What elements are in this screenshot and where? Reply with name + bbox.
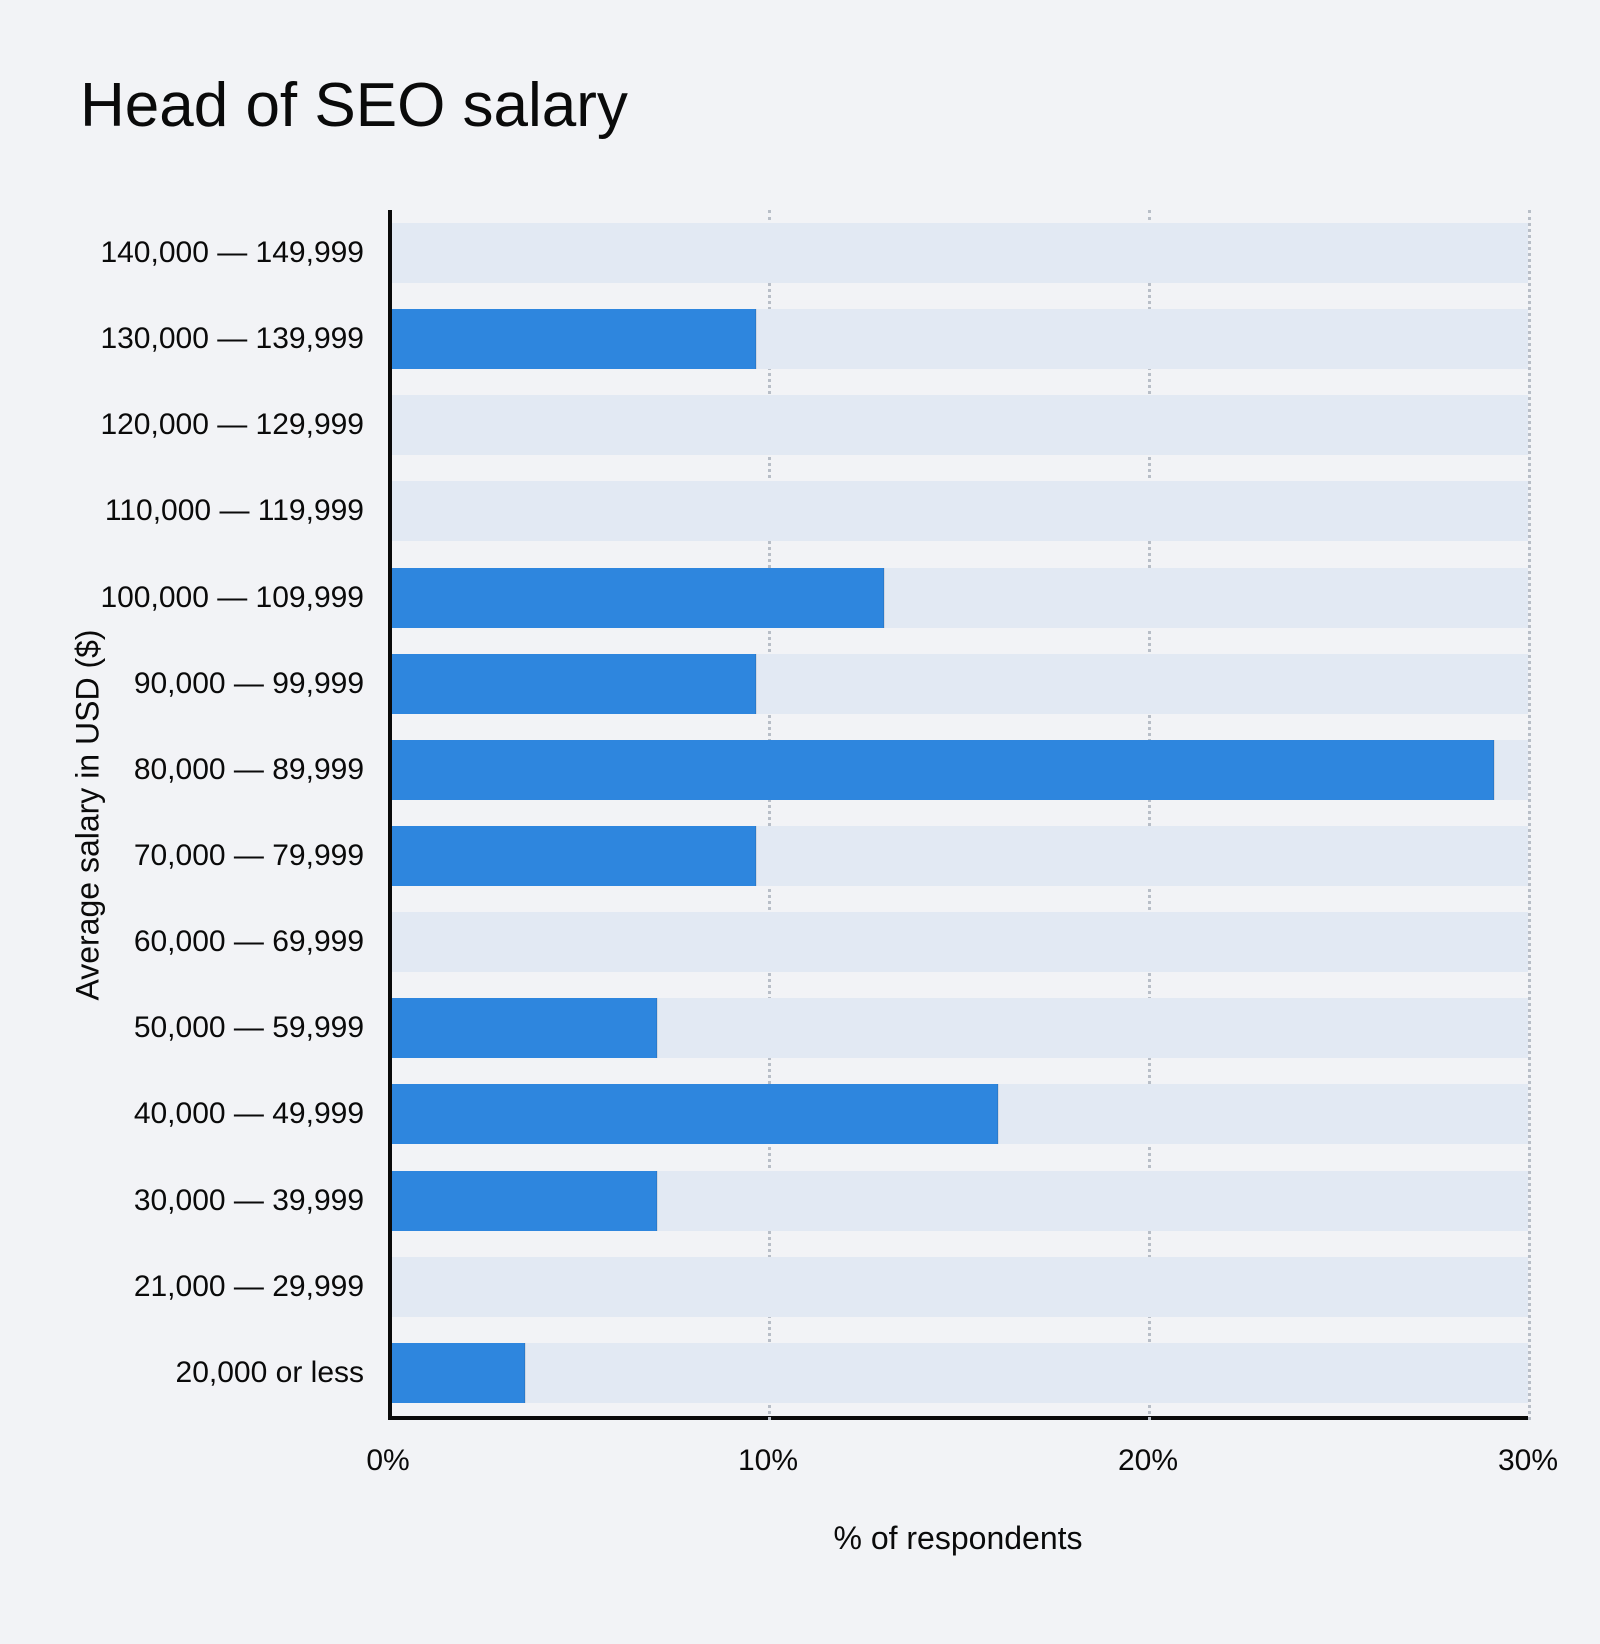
bar xyxy=(392,1171,657,1231)
bar-row: 100,000 — 109,999 xyxy=(392,555,1528,641)
bar-row: 130,000 — 139,999 xyxy=(392,296,1528,382)
x-tick-label: 0% xyxy=(366,1444,409,1478)
category-label: 40,000 — 49,999 xyxy=(134,1097,364,1131)
category-label: 130,000 — 139,999 xyxy=(100,322,364,356)
category-label: 90,000 — 99,999 xyxy=(134,667,364,701)
x-tick-label: 30% xyxy=(1498,1444,1558,1478)
category-label: 100,000 — 109,999 xyxy=(100,581,364,615)
bar xyxy=(392,740,1494,800)
category-label: 110,000 — 119,999 xyxy=(105,494,364,528)
y-axis-title: Average salary in USD ($) xyxy=(70,629,107,1000)
bar-row: 40,000 — 49,999 xyxy=(392,1071,1528,1157)
category-label: 70,000 — 79,999 xyxy=(134,839,364,873)
category-label: 120,000 — 129,999 xyxy=(100,408,364,442)
bar-row: 80,000 — 89,999 xyxy=(392,727,1528,813)
gridline xyxy=(1528,210,1531,1420)
bar-row: 70,000 — 79,999 xyxy=(392,813,1528,899)
bar xyxy=(392,654,756,714)
category-label: 20,000 or less xyxy=(176,1356,364,1390)
bar xyxy=(392,568,884,628)
x-tick-label: 20% xyxy=(1118,1444,1178,1478)
x-axis-title: % of respondents xyxy=(833,1520,1082,1557)
bars-container: 140,000 — 149,999130,000 — 139,999120,00… xyxy=(392,210,1528,1416)
bar-track xyxy=(392,395,1528,455)
bar-row: 20,000 or less xyxy=(392,1330,1528,1416)
x-axis-line xyxy=(388,1416,1528,1420)
bar-row: 110,000 — 119,999 xyxy=(392,468,1528,554)
category-label: 50,000 — 59,999 xyxy=(134,1011,364,1045)
bar-track xyxy=(392,481,1528,541)
category-label: 80,000 — 89,999 xyxy=(134,753,364,787)
bar-row: 50,000 — 59,999 xyxy=(392,985,1528,1071)
category-label: 30,000 — 39,999 xyxy=(134,1184,364,1218)
plot-area: 0%10%20%30% % of respondents Average sal… xyxy=(388,210,1528,1420)
bar-row: 60,000 — 69,999 xyxy=(392,899,1528,985)
bar-track xyxy=(392,223,1528,283)
bar xyxy=(392,309,756,369)
category-label: 60,000 — 69,999 xyxy=(134,925,364,959)
bar-track xyxy=(392,912,1528,972)
bar xyxy=(392,826,756,886)
bar xyxy=(392,998,657,1058)
chart-title: Head of SEO salary xyxy=(80,70,628,141)
bar-track xyxy=(392,1343,1528,1403)
bar xyxy=(392,1084,998,1144)
chart-frame: Head of SEO salary 0%10%20%30% % of resp… xyxy=(0,0,1600,1644)
bar-row: 140,000 — 149,999 xyxy=(392,210,1528,296)
bar-row: 30,000 — 39,999 xyxy=(392,1158,1528,1244)
bar xyxy=(392,1343,525,1403)
category-label: 140,000 — 149,999 xyxy=(100,236,364,270)
x-tick-label: 10% xyxy=(738,1444,798,1478)
bar-row: 120,000 — 129,999 xyxy=(392,382,1528,468)
bar-row: 21,000 — 29,999 xyxy=(392,1244,1528,1330)
bar-track xyxy=(392,1257,1528,1317)
bar-row: 90,000 — 99,999 xyxy=(392,641,1528,727)
category-label: 21,000 — 29,999 xyxy=(134,1270,364,1304)
